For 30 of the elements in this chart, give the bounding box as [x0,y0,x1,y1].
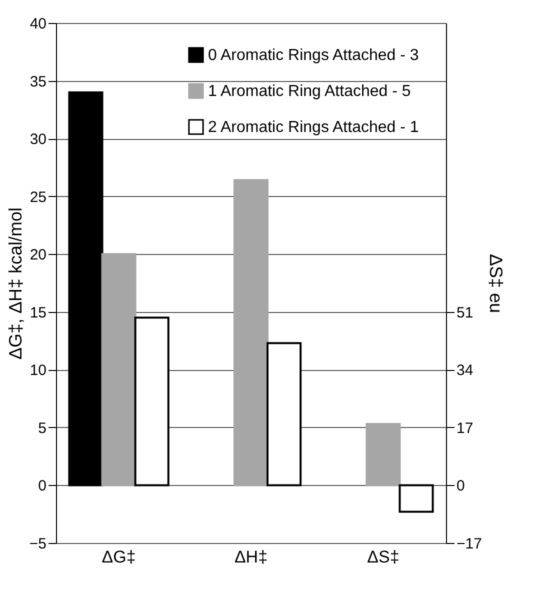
y2-tick-label: −17 [456,536,482,552]
y2-tick-label: 0 [456,478,465,495]
y-tick-label: 40 [30,16,46,32]
y-tick-label: 30 [30,131,46,148]
y-tick-label: 0 [38,478,46,495]
y-tick-label: 25 [30,188,46,206]
y2-axis-title: ΔS‡ eu [486,254,506,314]
y-tick-label: −5 [29,536,46,552]
x-tick-label: ΔH‡ [234,548,268,566]
bar [233,179,269,486]
y-tick-label: 35 [30,73,46,90]
bar [266,342,302,486]
bar [366,422,401,486]
bar [134,316,170,486]
y-tick-label: 5 [38,420,46,437]
y2-tick-label: 51 [456,304,474,322]
legend-label: 2 Aromatic Rings Attached - 1 [208,119,419,136]
y-tick-label: 15 [30,304,46,322]
bar [398,484,434,513]
y-tick-label: 20 [30,246,46,264]
y-axis-title: ΔG‡, ΔH‡ kcal/mol [5,207,26,360]
legend-label: 0 Aromatic Rings Attached - 3 [208,47,419,64]
x-tick-label: ΔG‡ [102,548,136,566]
y-tick-label: 10 [30,362,46,380]
y2-tick-label: 34 [456,362,474,380]
legend-label: 1 Aromatic Ring Attached - 5 [208,83,411,100]
y2-tick-label: 17 [456,420,474,437]
bar [68,91,104,486]
bar [101,253,136,486]
x-tick-label: ΔS‡ [367,548,400,566]
